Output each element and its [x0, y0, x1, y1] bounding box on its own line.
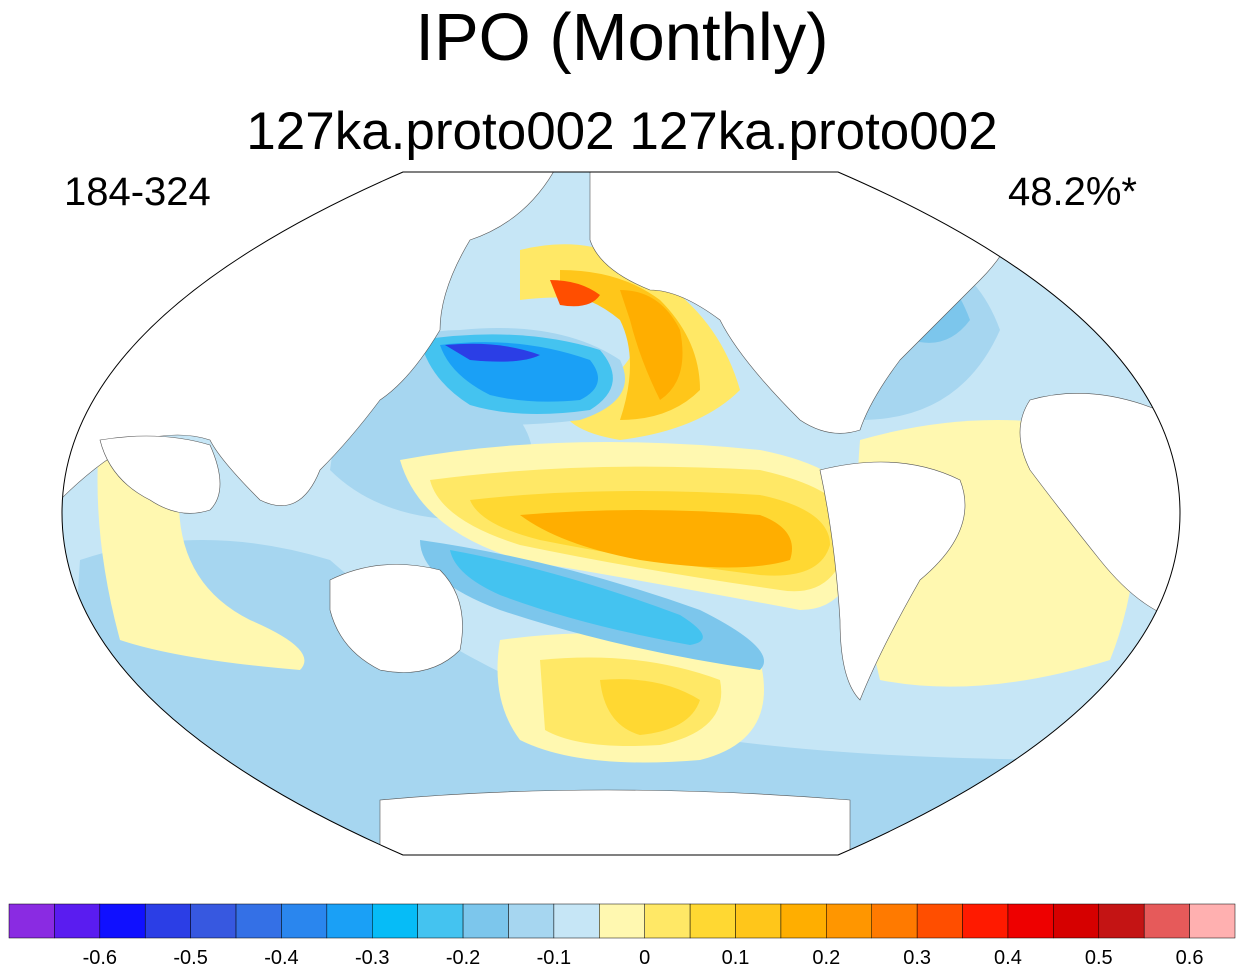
south-pacific-core — [600, 679, 700, 735]
colorbar-swatch — [144, 903, 191, 939]
south-america — [819, 461, 966, 701]
africa — [1019, 393, 1180, 621]
colorbar-tick-label: -0.4 — [264, 947, 298, 969]
colorbar-tick-label: -0.2 — [446, 947, 480, 969]
colorbar-swatch — [871, 903, 918, 939]
colorbar-swatch — [235, 903, 282, 939]
colorbar-tick-label: -0.1 — [537, 947, 571, 969]
colorbar-tick-label: 0.5 — [1085, 947, 1113, 969]
colorbar-swatch — [281, 903, 328, 939]
map-title: IPO (Monthly) — [415, 0, 829, 75]
field-layer — [62, 172, 1180, 855]
colorbar-swatch — [8, 903, 55, 939]
world-map — [61, 171, 1181, 856]
antarctica — [379, 789, 851, 855]
colorbar-swatch — [417, 903, 464, 939]
colorbar-swatch — [826, 903, 872, 939]
colorbar-swatch — [462, 903, 509, 939]
colorbar-tick-label: -0.5 — [173, 947, 207, 969]
colorbar-swatch — [326, 903, 373, 939]
colorbar-swatch — [962, 903, 1009, 939]
colorbar-swatch — [1007, 903, 1054, 939]
colorbar-swatch — [1189, 903, 1236, 939]
colorbar-tick-label: -0.3 — [355, 947, 389, 969]
map-subtitle: 127ka.proto002 127ka.proto002 — [246, 102, 998, 161]
colorbar-swatch — [190, 903, 237, 939]
bering-hotspot — [550, 280, 600, 307]
colorbar-tick-label: 0.6 — [1176, 947, 1204, 969]
colorbar-swatch — [372, 903, 418, 939]
north-america — [589, 172, 1017, 434]
colorbar-swatch — [916, 903, 963, 939]
variance-label: 48.2%* — [1008, 170, 1137, 214]
colorbar-swatch — [508, 903, 555, 939]
years-label: 184-324 — [64, 170, 211, 214]
colorbar-swatch — [780, 903, 827, 939]
colorbar-tick-label: 0.4 — [994, 947, 1022, 969]
colorbar-swatch — [644, 903, 691, 939]
arabia — [99, 435, 221, 514]
colorbar-tick-label: 0.1 — [722, 947, 750, 969]
colorbar-swatch — [599, 903, 645, 939]
colorbar-swatch — [1053, 903, 1100, 939]
colorbar-tick-label: 0.2 — [812, 947, 840, 969]
kuroshio-core — [445, 343, 540, 362]
colorbar-swatch — [54, 903, 101, 939]
globe-outline — [61, 171, 1181, 856]
australia — [329, 564, 463, 673]
colorbar-swatch — [735, 903, 782, 939]
tropical-pacific-orange — [520, 510, 792, 568]
colorbar-swatch — [99, 903, 146, 939]
colorbar-tick-label: -0.6 — [83, 947, 117, 969]
colorbar-swatch — [689, 903, 736, 939]
colorbar-swatch — [553, 903, 600, 939]
north-pacific-arc-core — [620, 290, 683, 400]
colorbar-tick-label: 0.3 — [903, 947, 931, 969]
colorbar-tick-label: 0 — [639, 947, 650, 969]
colorbar-swatch — [1143, 903, 1190, 939]
colorbar-swatch — [1098, 903, 1145, 939]
spcz-blue-2 — [450, 550, 703, 645]
